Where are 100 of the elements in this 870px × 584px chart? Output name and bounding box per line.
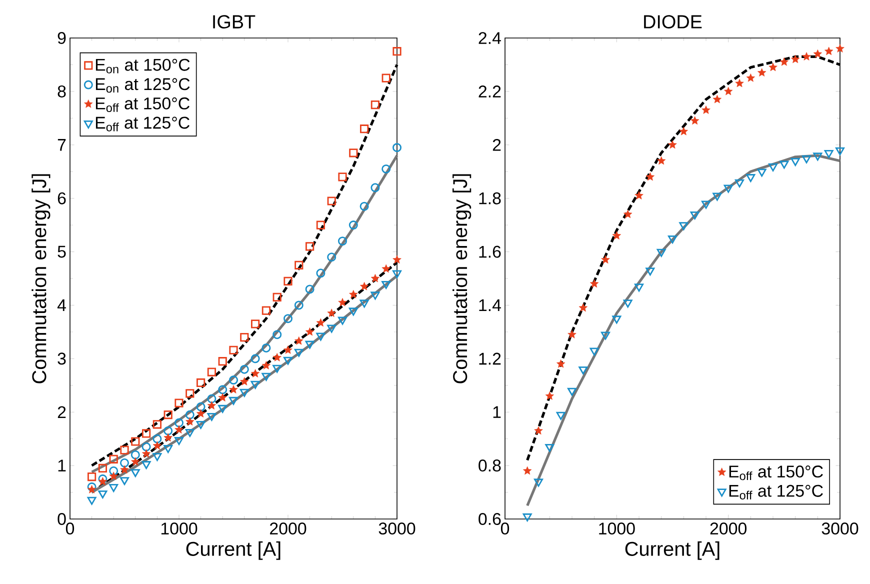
y-tick-label: 0 [58,513,66,525]
point [758,68,766,76]
point [790,158,800,166]
point [360,282,369,290]
x-tick-label: 2000 [710,522,747,535]
point [240,388,249,397]
point [601,255,610,264]
point [612,231,622,240]
point [724,86,733,96]
point [185,410,194,420]
point [392,143,402,152]
y-tick-label: 1 [58,460,66,472]
point [229,346,238,354]
chart-title: DIODE [644,15,702,28]
y-tick-label: 4 [57,299,66,312]
point [534,478,544,487]
x-tick-label: 2000 [270,522,306,535]
point [142,442,151,452]
x-tick-label: 3000 [378,522,416,535]
y-tick-label: 2.4 [478,32,501,44]
point [735,78,744,88]
point [283,356,293,365]
legend-label: E$_{off}$ at 125°C [96,116,190,132]
point [250,354,260,364]
point [272,292,282,302]
point [130,469,140,478]
point [131,457,140,466]
y-tick-label: 2.2 [478,86,501,98]
point [679,222,688,230]
point [690,211,700,220]
point [712,94,722,104]
point [824,150,834,158]
point [207,394,216,404]
point [284,276,292,286]
point [316,220,326,230]
point [679,126,688,136]
point [98,477,108,486]
point [109,454,118,464]
point [131,437,140,446]
y-tick-label: 1.2 [479,352,501,365]
x-tick-label: 0 [66,522,74,535]
point [768,163,778,172]
point [305,284,314,294]
point [836,44,844,52]
y-tick-label: 3 [58,352,66,365]
point [272,353,282,362]
point [174,425,184,434]
point [164,433,172,442]
point [218,393,227,402]
legend-label: E$_{off}$ at 150°C [96,97,190,112]
point [305,327,314,336]
point [802,52,811,60]
point [120,465,129,474]
point [327,196,336,206]
point [164,426,173,436]
point [305,340,314,349]
point [240,377,249,386]
point [87,485,96,494]
y-tick-label: 2 [58,406,66,418]
point [120,477,130,486]
point [668,140,677,149]
y-tick-label: 0.8 [478,460,501,472]
point [349,148,358,158]
point [523,466,532,475]
point [392,255,402,264]
point [590,279,599,288]
point [240,364,249,374]
point [370,274,380,282]
point [360,202,369,211]
point [556,359,566,368]
point [174,437,184,445]
point [757,168,766,177]
point [624,210,632,218]
y-tick-label: 6 [58,192,66,204]
point [780,160,789,169]
point [746,74,756,82]
point [207,401,216,410]
point [735,179,744,188]
point [370,292,380,300]
point [668,236,678,244]
point [294,300,304,310]
point [284,314,293,324]
point [218,385,228,394]
point [600,332,610,340]
point [294,348,304,357]
y-axis-title: Commutation energy [J] [452,174,472,384]
point [316,332,326,341]
point [836,147,845,156]
point [109,484,118,492]
point [120,458,129,468]
point [712,192,722,201]
point [306,242,314,251]
point [370,183,380,192]
point [338,236,348,246]
point [634,284,644,292]
point [578,366,588,374]
y-tick-label: 8 [58,85,66,98]
point [186,417,194,426]
point [109,472,118,480]
point [568,330,576,338]
